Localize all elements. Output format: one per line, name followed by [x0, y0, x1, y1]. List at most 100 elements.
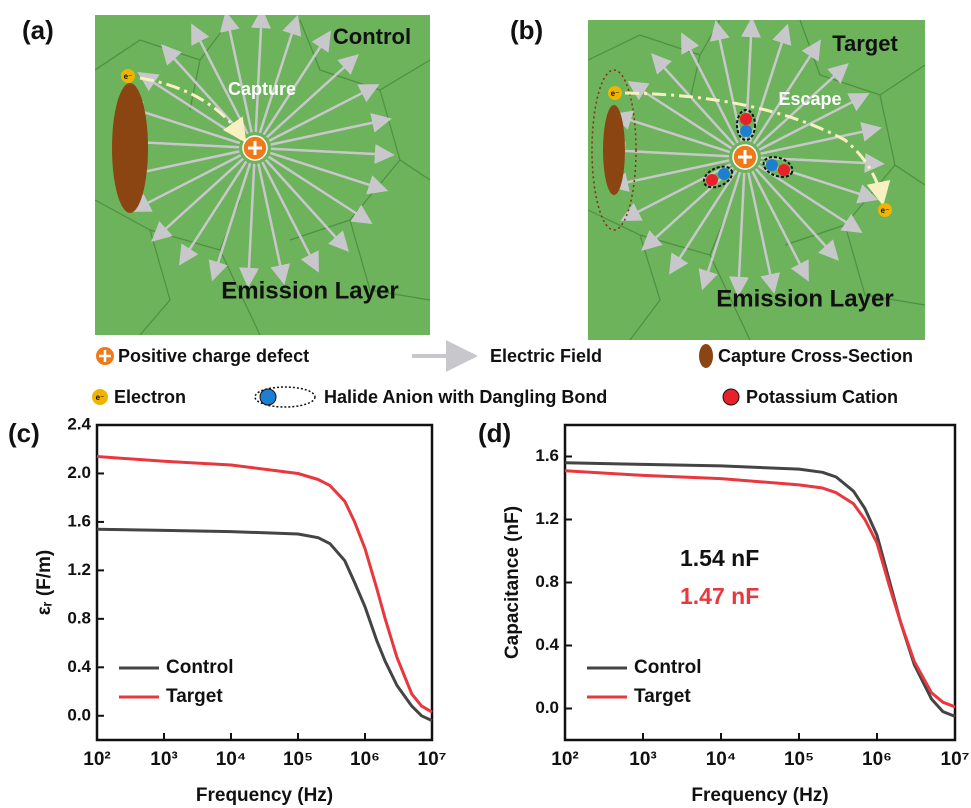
x-tick-label: 10⁷ — [941, 749, 970, 770]
field-arrow — [268, 84, 380, 142]
field-arrow — [270, 112, 392, 146]
panel-title: Target — [832, 31, 898, 56]
x-tick-label: 10⁶ — [862, 749, 892, 770]
electron-path — [624, 91, 891, 206]
field-arrow — [651, 53, 736, 146]
field-arrow — [748, 23, 792, 143]
electron-symbol: e⁻ — [124, 72, 133, 81]
y-tick-label: 0.0 — [535, 698, 559, 717]
field-arrow — [269, 151, 389, 195]
field-arrow — [262, 30, 331, 136]
x-tick-label: 10³ — [150, 749, 177, 770]
legend-text: Positive charge defect — [118, 346, 309, 366]
field-arrow — [760, 121, 882, 155]
x-tick-label: 10⁵ — [283, 749, 313, 770]
field-arrow — [208, 162, 252, 282]
x-axis-label: Frequency (Hz) — [691, 785, 828, 806]
legend-text: Electric Field — [490, 346, 602, 366]
legend-icon — [92, 389, 108, 405]
x-tick-label: 10⁴ — [216, 749, 247, 770]
panel-b: e⁻ e⁻ (b) Target Escape Emission Layer — [510, 15, 925, 340]
electron-symbol: e⁻ — [611, 89, 620, 98]
anion-cation-pairs — [702, 109, 794, 189]
field-arrow — [754, 168, 839, 261]
chart: 0.0 0.4 0.8 1.2 1.6 2.0 2.4 10² 10³ 10⁴ 10⁵ 10⁶ 10⁷ F… — [8, 414, 447, 806]
emission-layer — [95, 15, 430, 335]
x-axis-label: Frequency (Hz) — [196, 785, 333, 806]
field-arrow — [756, 63, 849, 148]
field-arrow — [627, 81, 733, 150]
field-arrow — [751, 170, 809, 282]
field-arrow — [752, 39, 821, 145]
chart: 0.0 0.4 0.8 1.2 1.6 10² 10³ 10⁴ 10⁵ 10⁶ 10⁷ Frequen… — [478, 418, 970, 806]
field-arrow — [191, 23, 249, 135]
panel-label: (a) — [22, 15, 54, 45]
x-tick-label: 10³ — [629, 749, 656, 770]
x-tick-label: 10⁶ — [350, 749, 380, 770]
y-tick-label: 1.6 — [67, 511, 91, 530]
y-axis-label: εᵣ (F/m) — [34, 550, 55, 616]
field-arrow — [219, 15, 253, 133]
legend-icon — [722, 388, 740, 406]
electron — [121, 69, 135, 83]
field-arrow — [605, 141, 730, 161]
field-arrow — [641, 166, 734, 251]
legend-label: Control — [634, 657, 702, 678]
field-arrow — [681, 32, 739, 144]
series-line — [564, 461, 956, 718]
field-arrow — [270, 144, 395, 164]
cross-section-outline — [591, 69, 637, 231]
field-arrow — [698, 171, 742, 291]
x-tick-label: 10⁴ — [706, 749, 737, 770]
annotation: 1.47 nF — [680, 583, 759, 609]
x-tick-label: 10² — [83, 749, 110, 770]
y-tick-label: 0.4 — [535, 635, 559, 654]
annotation: 1.54 nF — [680, 545, 759, 571]
capture-cross-section — [112, 83, 148, 213]
field-arrow — [608, 159, 730, 193]
legend-text: Capture Cross-Section — [718, 346, 913, 366]
panel-title: Control — [333, 24, 411, 49]
field-arrow — [758, 93, 870, 151]
layer-label: Emission Layer — [716, 285, 893, 312]
field-arrow — [611, 110, 731, 154]
y-tick-label: 1.2 — [67, 560, 91, 579]
y-tick-label: 1.6 — [535, 446, 559, 465]
y-tick-label: 1.2 — [535, 509, 559, 528]
series-line — [96, 455, 433, 714]
y-tick-label: 0.0 — [67, 705, 91, 724]
capture-cross-section — [603, 105, 625, 195]
field-arrow — [757, 164, 863, 233]
field-arrow — [257, 163, 291, 285]
legend-text: Halide Anion with Dangling Bond — [324, 387, 607, 407]
legend-icon — [699, 344, 713, 368]
legend-text: Electron — [114, 387, 186, 407]
electron — [878, 203, 892, 217]
plot-frame — [563, 423, 957, 742]
field-arrow — [747, 172, 781, 294]
layer-label: Emission Layer — [221, 277, 398, 304]
legend-label: Target — [166, 686, 223, 707]
field-arrow — [130, 154, 242, 212]
legend-label: Control — [166, 657, 234, 678]
field-arrow — [267, 155, 373, 224]
panel-label: (b) — [510, 15, 543, 45]
series-line — [96, 527, 433, 722]
legend-icon — [254, 386, 316, 408]
plus — [738, 150, 752, 164]
x-tick-label: 10² — [551, 749, 578, 770]
panel-label: (d) — [478, 418, 511, 448]
field-arrow — [266, 54, 359, 139]
field-arrow — [729, 172, 749, 297]
y-tick-label: 0.8 — [535, 572, 559, 591]
field-arrow — [264, 159, 349, 252]
legend-label: Target — [634, 686, 691, 707]
panel-label: (c) — [8, 418, 40, 448]
plus — [248, 141, 262, 155]
panel-a: e⁻ (a) Control Capture Emission Layer — [22, 15, 430, 335]
x-tick-label: 10⁷ — [418, 749, 447, 770]
field-arrow — [121, 101, 241, 145]
electron-path — [139, 76, 247, 143]
field-arrow — [669, 169, 738, 275]
